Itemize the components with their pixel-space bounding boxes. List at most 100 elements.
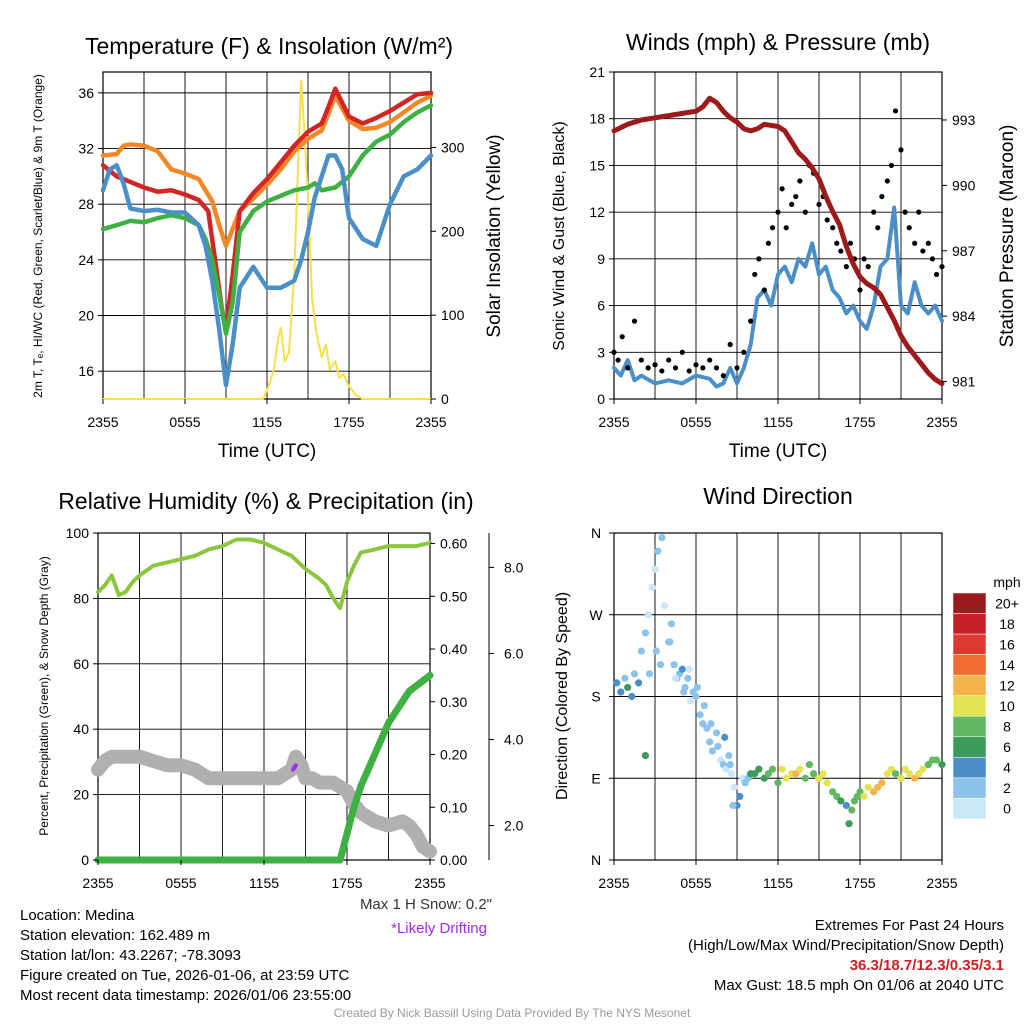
- dir-point: [644, 611, 652, 619]
- colorbar-tick-label: 12: [999, 677, 1015, 693]
- wind-gust-point: [865, 264, 871, 270]
- credit-line: Created By Nick Bassill Using Data Provi…: [333, 1006, 691, 1020]
- dir-point: [726, 761, 734, 769]
- rh-series-snow: [91, 749, 437, 859]
- wind-gust-point: [752, 271, 758, 278]
- dir-point: [670, 661, 678, 669]
- temp-series-red: [100, 86, 434, 332]
- temp-ytick-label: 32: [78, 141, 94, 157]
- temp-ytick-label: 200: [441, 223, 465, 239]
- dir-point: [671, 674, 680, 682]
- wind-series-pressure: [611, 95, 945, 387]
- temp-xlabel: Time (UTC): [218, 441, 317, 462]
- wind-gust-point: [925, 240, 931, 246]
- rh-ytick-label: 0.40: [440, 641, 467, 657]
- dir-ylabel: Direction (Colored By Speed): [554, 592, 571, 800]
- wind-title: Winds (mph) & Pressure (mb): [626, 29, 930, 55]
- colorbar-tick-label: 18: [999, 616, 1015, 632]
- rh-ytick-label: 100: [66, 525, 90, 541]
- dir-point: [736, 792, 744, 801]
- rh-ytick-label: 0.60: [440, 536, 467, 552]
- dir-point: [652, 647, 660, 655]
- max-gust-text: Max Gust: 18.5 mph On 01/06 at 2040 UTC: [713, 977, 1004, 994]
- rh-xtick-label: 1755: [331, 875, 362, 891]
- latlon-text: Station lat/lon: 43.2267; -78.3093: [20, 947, 242, 964]
- colorbar-swatch: [952, 716, 987, 738]
- dir-point: [678, 665, 686, 673]
- dir-point: [864, 783, 872, 791]
- wind-gust-point: [666, 357, 672, 363]
- dir-point: [666, 638, 674, 646]
- dir-xtick-label: 2355: [598, 875, 629, 891]
- wind-gust-point: [713, 365, 720, 371]
- wind-ytick-label: 3: [597, 344, 605, 360]
- wind-gust-point: [888, 162, 895, 169]
- dir-point: [755, 765, 763, 773]
- elevation-text: Station elevation: 162.489 m: [20, 927, 211, 944]
- dir-ytick-label: N: [591, 852, 601, 868]
- wind-xlabel: Time (UTC): [729, 441, 828, 462]
- dir-point: [774, 779, 782, 787]
- dir-point: [613, 679, 621, 687]
- dir-point: [932, 756, 941, 764]
- temp-ytick-label: 300: [441, 139, 465, 155]
- wind-gust-point: [939, 264, 945, 270]
- dir-point: [656, 661, 665, 669]
- rh-ytick-label: 0.20: [440, 747, 467, 763]
- dir-point: [708, 747, 717, 755]
- wind-gust-point: [615, 357, 621, 363]
- wind-gust-point: [625, 365, 631, 371]
- colorbar-swatch: [952, 613, 987, 635]
- temp-title: Temperature (F) & Insolation (W/m²): [85, 33, 453, 59]
- dir-xtick-label: 2355: [926, 875, 957, 891]
- wind-gust-point: [631, 318, 638, 324]
- rh-snow-tick-label: 4.0: [504, 732, 524, 748]
- colorbar-tick-label: 14: [999, 657, 1015, 673]
- temp-ytick-label: 24: [78, 252, 94, 268]
- rh-xtick-label: 1155: [249, 875, 279, 891]
- wind-gust-point: [871, 209, 877, 215]
- rh-ytick-label: 0.10: [440, 799, 467, 815]
- dir-point: [897, 774, 905, 782]
- wind-gust-point: [686, 368, 692, 374]
- dir-point: [630, 670, 639, 678]
- dir-point: [938, 761, 946, 769]
- rh-snow-tick-label: 2.0: [504, 818, 524, 834]
- rh-ytick-label: 0.00: [440, 852, 467, 868]
- rh-ytick-label: 60: [73, 656, 89, 672]
- wind-gust-point: [861, 256, 867, 262]
- dir-point: [686, 697, 695, 705]
- wind-gust-point: [824, 217, 830, 223]
- wind-gust-point: [834, 240, 840, 246]
- dir-point: [805, 761, 814, 769]
- wind-gust-point: [802, 209, 808, 215]
- dir-point: [905, 770, 913, 778]
- wind-gust-point: [920, 248, 926, 254]
- dir-point: [660, 602, 669, 610]
- dir-xtick-label: 0555: [680, 875, 711, 891]
- dir-point: [782, 774, 790, 782]
- wind-gust-point: [789, 201, 795, 207]
- dir-point: [706, 738, 714, 746]
- wind-gust-point: [727, 341, 733, 348]
- temp-ylabel-left: 2m T, Tₑ, HI/WC (Red, Green, Scarlet/Blu…: [31, 74, 45, 398]
- rh-ytick-label: 0: [81, 852, 89, 868]
- dir-point: [809, 770, 818, 778]
- dir-point: [628, 692, 636, 701]
- dir-ytick-label: W: [589, 607, 603, 623]
- wind-gust-point: [843, 264, 849, 270]
- wind-ytick-label: 981: [952, 374, 976, 390]
- dir-point: [621, 674, 629, 682]
- colorbar-tick-label: 6: [1003, 739, 1011, 755]
- wind-gust-point: [707, 357, 713, 363]
- dir-point: [645, 670, 654, 678]
- rh-series-drifting: [291, 763, 298, 772]
- wind-gust-point: [929, 256, 936, 262]
- wind-ylabel-right: Station Pressure (Maroon): [997, 125, 1018, 348]
- wind-gust-point: [672, 365, 679, 371]
- wind-xtick-label: 0555: [680, 414, 711, 430]
- wind-gust-point: [933, 271, 940, 278]
- wind-gust-point: [816, 201, 822, 207]
- wind-ytick-label: 21: [589, 64, 605, 80]
